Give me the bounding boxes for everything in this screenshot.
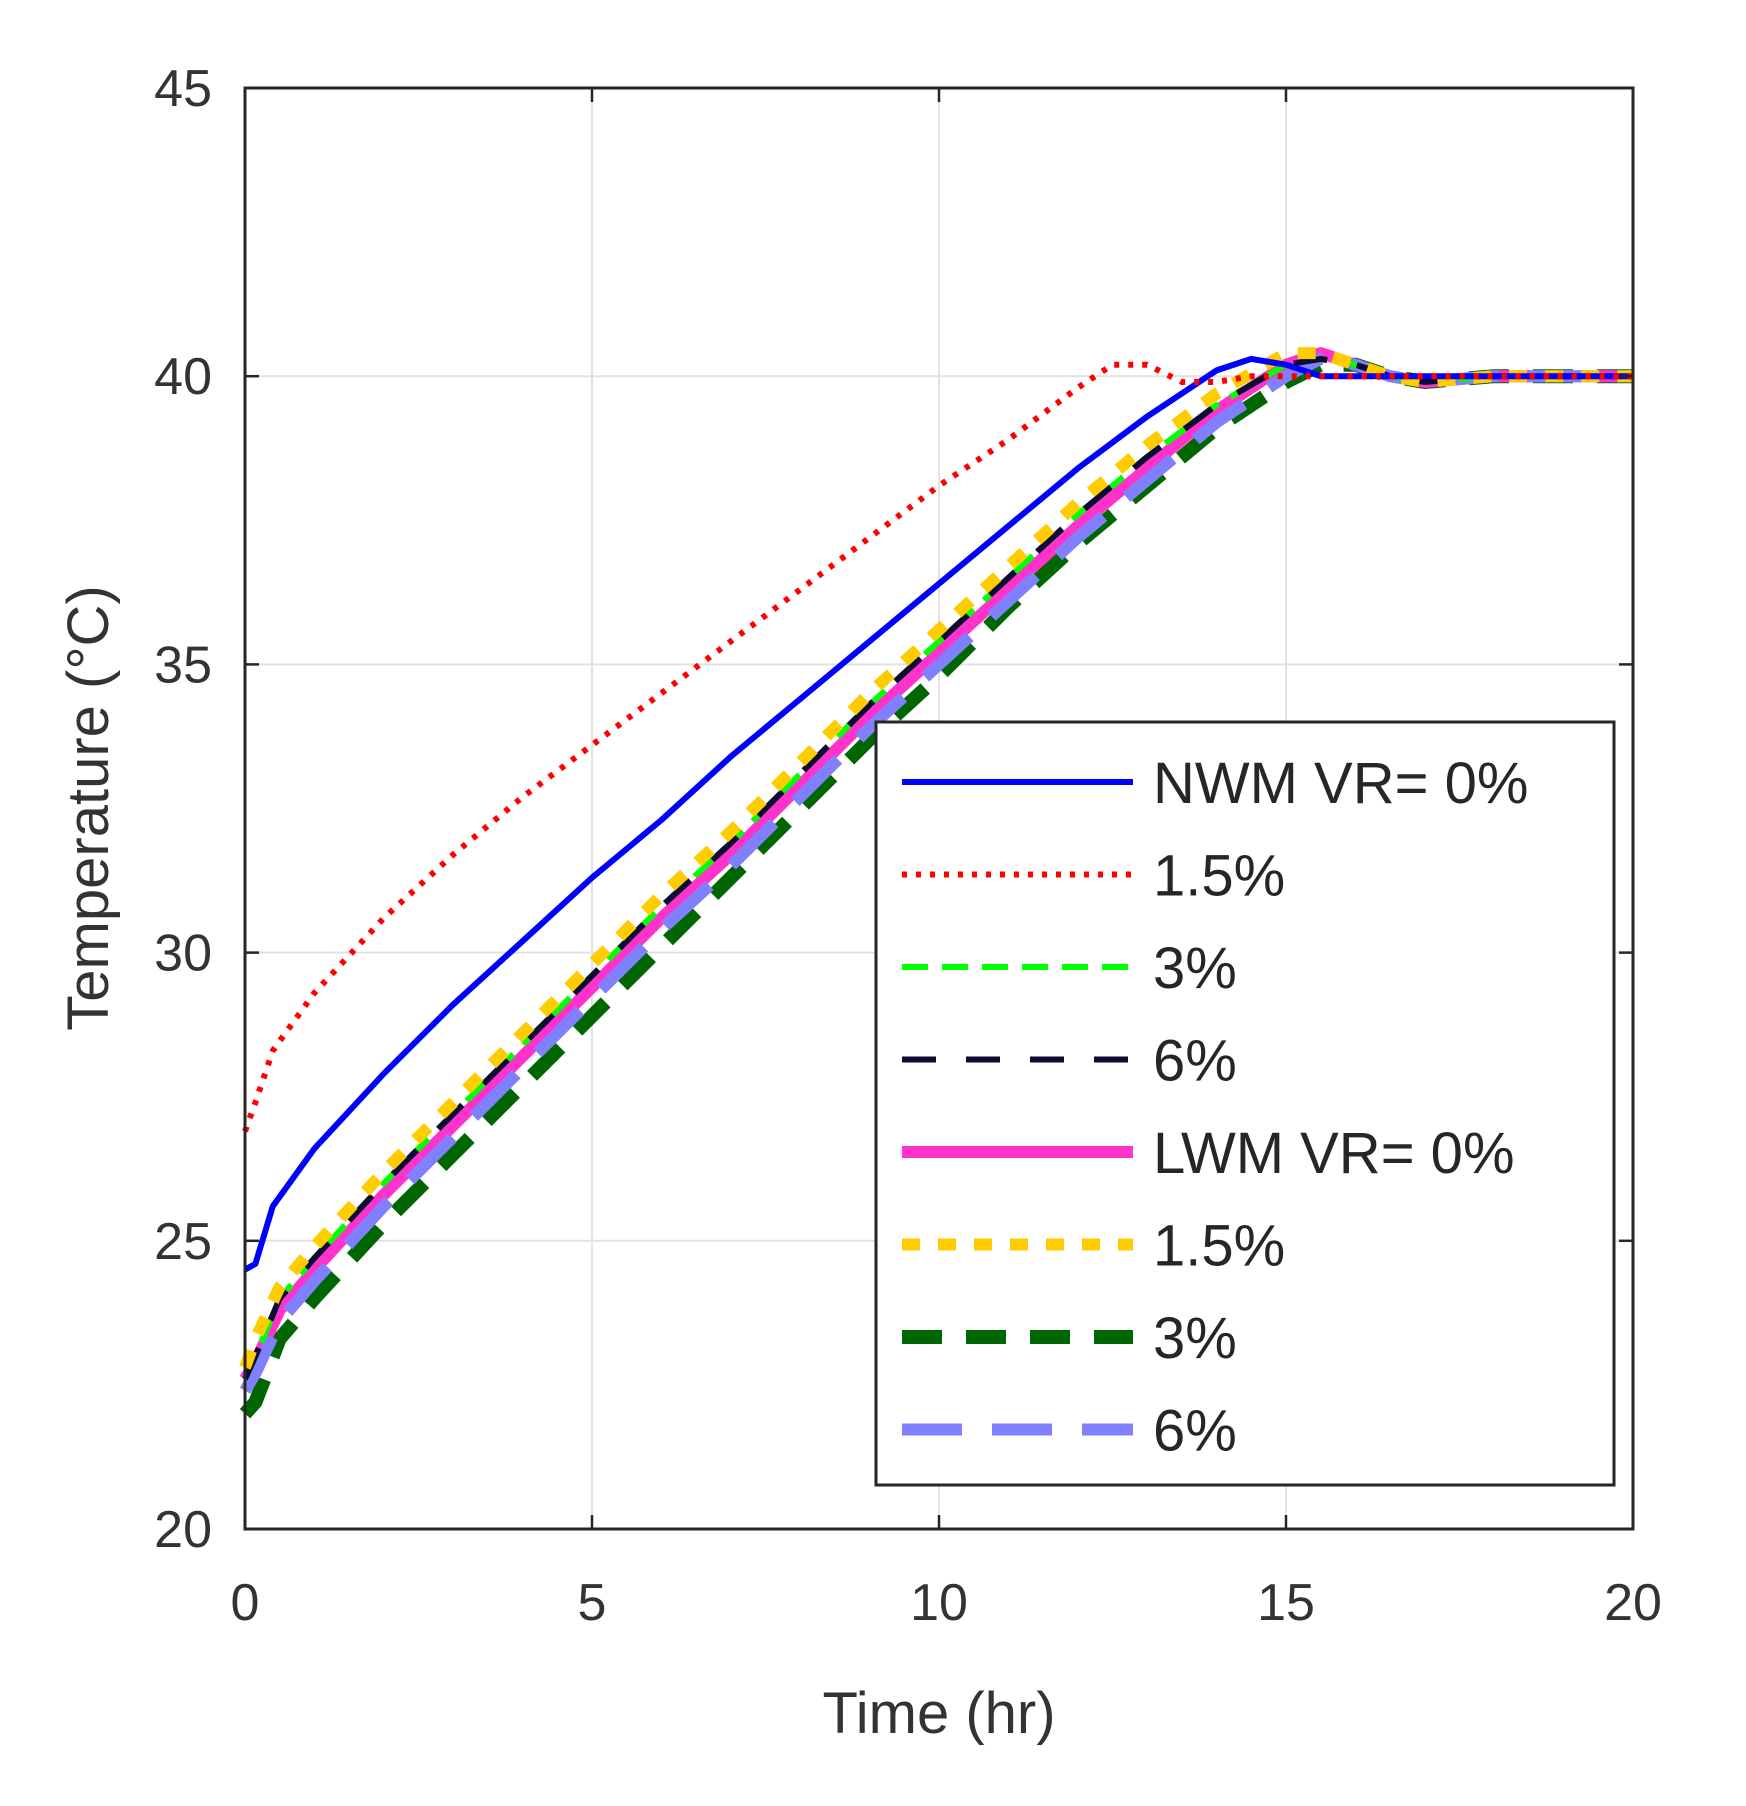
x-tick-label: 15: [1257, 1574, 1315, 1632]
legend-label: 3%: [1153, 1306, 1237, 1371]
x-tick-label: 5: [578, 1574, 607, 1632]
legend-label: 1.5%: [1153, 1214, 1285, 1279]
y-tick-label: 45: [154, 60, 212, 118]
legend-label: 1.5%: [1153, 844, 1285, 909]
series-line-6: [239, 347, 1633, 1370]
axis-ticks: [243, 86, 1635, 1531]
legend-label: LWM VR= 0%: [1153, 1121, 1515, 1186]
y-axis-label: Temperature (°C): [56, 585, 121, 1030]
x-tick-label: 10: [910, 1574, 968, 1632]
legend-label: 6%: [1153, 1399, 1237, 1464]
legend: NWM VR= 0% 1.5% 3% 6% LWM VR= 0% 1.5% 3% 6%: [874, 720, 1616, 1487]
series-line-1: [243, 355, 1633, 1273]
y-tick-label: 20: [154, 1501, 212, 1559]
x-axis-label: Time (hr): [822, 1681, 1055, 1746]
legend-label: 3%: [1153, 936, 1237, 1001]
x-tick-label: 20: [1604, 1574, 1662, 1632]
legend-items: NWM VR= 0% 1.5% 3% 6% LWM VR= 0% 1.5% 3% 6%: [902, 751, 1528, 1464]
legend-label: NWM VR= 0%: [1153, 751, 1528, 816]
y-tick-label: 35: [154, 636, 212, 694]
x-tick-labels: 0 5 10 15 20: [231, 1574, 1662, 1632]
x-tick-label: 0: [231, 1574, 260, 1632]
legend-box: [874, 720, 1616, 1487]
legend-label: 6%: [1153, 1029, 1237, 1094]
y-tick-label: 30: [154, 925, 212, 983]
series-layer: [239, 347, 1633, 1419]
y-tick-label: 40: [154, 348, 212, 406]
y-tick-labels: 20 25 30 35 40 45: [154, 60, 212, 1559]
y-tick-label: 25: [154, 1213, 212, 1271]
